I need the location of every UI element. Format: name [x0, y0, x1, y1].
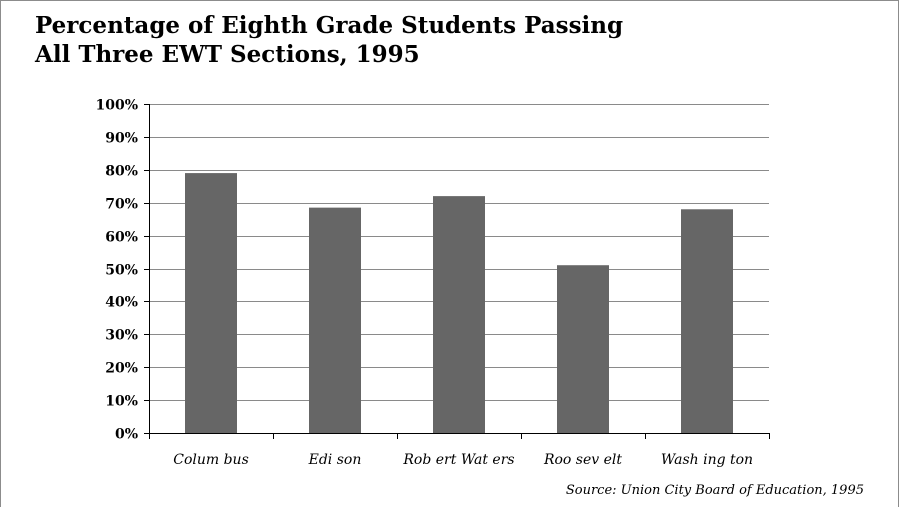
y-axis-tick-labels: 0% 10% 20% 30% 40% 50% 60% 70% 80% 90% 100%	[95, 98, 138, 443]
y-tick-label: 90%	[105, 131, 138, 147]
bar	[309, 207, 361, 433]
y-tick-label: 30%	[105, 328, 138, 344]
chart-title: Percentage of Eighth Grade Students Pass…	[35, 12, 624, 39]
bars	[185, 173, 733, 433]
y-tick-label: 10%	[105, 394, 138, 410]
chart-title-block: Percentage of Eighth Grade Students Pass…	[35, 11, 623, 69]
axes	[144, 104, 770, 439]
x-tick-label: Roo sev elt	[543, 452, 622, 468]
bar-chart: 0% 10% 20% 30% 40% 50% 60% 70% 80% 90% 100% Colum …	[95, 98, 770, 468]
y-tick-label: 40%	[105, 295, 138, 311]
bar	[557, 265, 609, 433]
y-tick-label: 60%	[105, 230, 138, 246]
bar	[681, 209, 733, 433]
x-tick-label: Wash ing ton	[661, 452, 753, 468]
y-tick-label: 20%	[105, 361, 138, 377]
source-note: Source: Union City Board of Education, 1…	[565, 483, 864, 498]
x-tick-label: Edi son	[308, 452, 362, 468]
y-tick-label: 80%	[105, 164, 138, 180]
y-tick-label: 50%	[105, 263, 138, 279]
y-tick-label: 0%	[115, 427, 138, 443]
x-tick-label: Colum bus	[173, 452, 249, 468]
bar	[433, 196, 485, 433]
x-tick-label: Rob ert Wat ers	[402, 452, 514, 468]
x-axis-tick-labels: Colum bus Edi son Rob ert Wat ers Roo sev e…	[173, 452, 753, 468]
y-tick-label: 100%	[95, 98, 138, 114]
y-tick-label: 70%	[105, 197, 138, 213]
chart-subtitle: All Three EWT Sections, 1995	[35, 41, 420, 68]
bar	[185, 173, 237, 433]
